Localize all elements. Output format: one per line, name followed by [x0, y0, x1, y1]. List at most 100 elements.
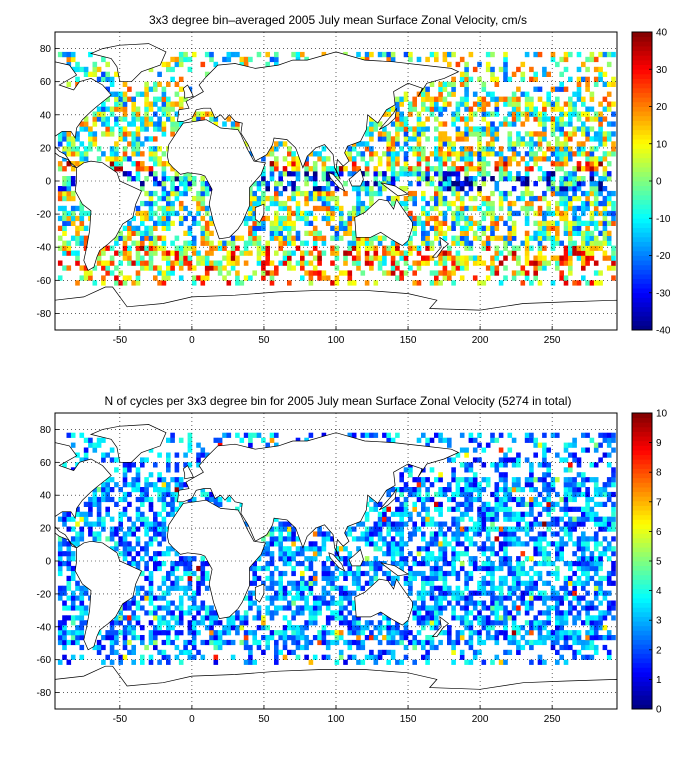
bin-cell [96, 511, 102, 517]
bin-cell [546, 635, 551, 641]
bin-cell [114, 166, 119, 172]
bin-cell [412, 200, 417, 207]
bin-cell [144, 644, 149, 651]
bin-cell [118, 126, 123, 132]
bin-cell [157, 487, 162, 493]
bin-cell [248, 186, 253, 192]
bin-cell [338, 220, 344, 226]
bin-cell [568, 526, 573, 532]
bin-cell [317, 531, 322, 537]
bin-cell [153, 615, 158, 621]
bin-cell [334, 635, 340, 641]
bin-cell [438, 96, 443, 102]
bin-cell [252, 205, 257, 212]
bin-cell [243, 630, 249, 636]
bin-cell [434, 536, 439, 542]
bin-cell [382, 235, 387, 241]
bin-cell [131, 116, 136, 122]
bin-cell [325, 166, 331, 172]
bin-cell [390, 250, 396, 256]
bin-cell [79, 215, 85, 222]
bin-cell [325, 220, 331, 226]
bin-cell [581, 639, 586, 646]
bin-cell [511, 220, 517, 226]
bin-cell [209, 265, 214, 271]
bin-cell [226, 116, 232, 122]
bin-cell [312, 654, 318, 660]
bin-cell [274, 605, 279, 611]
bin-cell [127, 482, 132, 488]
bin-cell [356, 659, 361, 665]
bin-cell [369, 136, 374, 142]
bin-cell [494, 610, 500, 616]
bin-cell [183, 56, 188, 63]
bin-cell [546, 141, 551, 147]
bin-cell [127, 605, 132, 611]
bin-cell [287, 225, 292, 231]
bin-cell [533, 585, 538, 591]
bin-cell [140, 141, 145, 147]
bin-cell [248, 275, 253, 281]
bin-cell [451, 91, 456, 97]
bin-cell [459, 230, 465, 236]
bin-cell [451, 649, 456, 655]
bin-cell [386, 250, 391, 256]
bin-cell [144, 235, 149, 241]
bin-cell [118, 156, 123, 162]
bin-cell [170, 181, 175, 187]
bin-cell [442, 275, 448, 281]
bin-cell [321, 190, 327, 197]
bin-cell [330, 575, 335, 581]
bin-cell [546, 541, 551, 547]
bin-cell [563, 639, 569, 646]
bin-cell [451, 190, 456, 197]
bin-cell [498, 205, 504, 212]
bin-cell [196, 630, 201, 636]
bin-cell [66, 61, 72, 68]
bin-cell [204, 605, 210, 611]
bin-cell [576, 541, 582, 547]
bin-cell [166, 61, 171, 68]
bin-cell [581, 506, 586, 512]
bin-cell [568, 230, 573, 236]
bin-cell [576, 161, 582, 167]
bin-cell [395, 575, 400, 581]
bin-cell [161, 126, 167, 132]
bin-cell [282, 585, 288, 591]
bin-cell [166, 111, 171, 117]
bin-cell [166, 620, 171, 626]
bin-cell [166, 220, 171, 226]
bin-cell [83, 501, 89, 507]
bin-cell [382, 516, 387, 522]
bin-cell [438, 511, 443, 517]
bin-cell [524, 176, 530, 182]
bin-cell [308, 620, 314, 626]
bin-cell [70, 205, 76, 212]
bin-cell [377, 181, 383, 187]
bin-cell [248, 230, 253, 236]
bin-cell [533, 501, 538, 507]
bin-cell [92, 521, 98, 527]
bin-cell [611, 81, 616, 87]
bin-cell [343, 659, 348, 665]
bin-cell [494, 245, 500, 251]
bin-cell [265, 151, 270, 157]
bin-cell [235, 615, 240, 621]
bin-cell [425, 210, 430, 217]
bin-cell [274, 649, 279, 655]
bin-cell [455, 186, 461, 192]
bin-cell [200, 190, 206, 197]
bin-cell [464, 487, 469, 493]
bin-cell [62, 210, 67, 217]
bin-cell [351, 600, 357, 606]
bin-cell [148, 472, 154, 478]
bin-cell [559, 210, 564, 217]
bin-cell [356, 625, 361, 631]
bin-cell [442, 590, 448, 596]
bin-cell [153, 210, 158, 217]
bin-cell [377, 625, 383, 631]
bin-cell [563, 56, 569, 63]
bin-cell [230, 260, 236, 266]
bin-cell [304, 556, 309, 562]
bin-cell [118, 280, 123, 286]
